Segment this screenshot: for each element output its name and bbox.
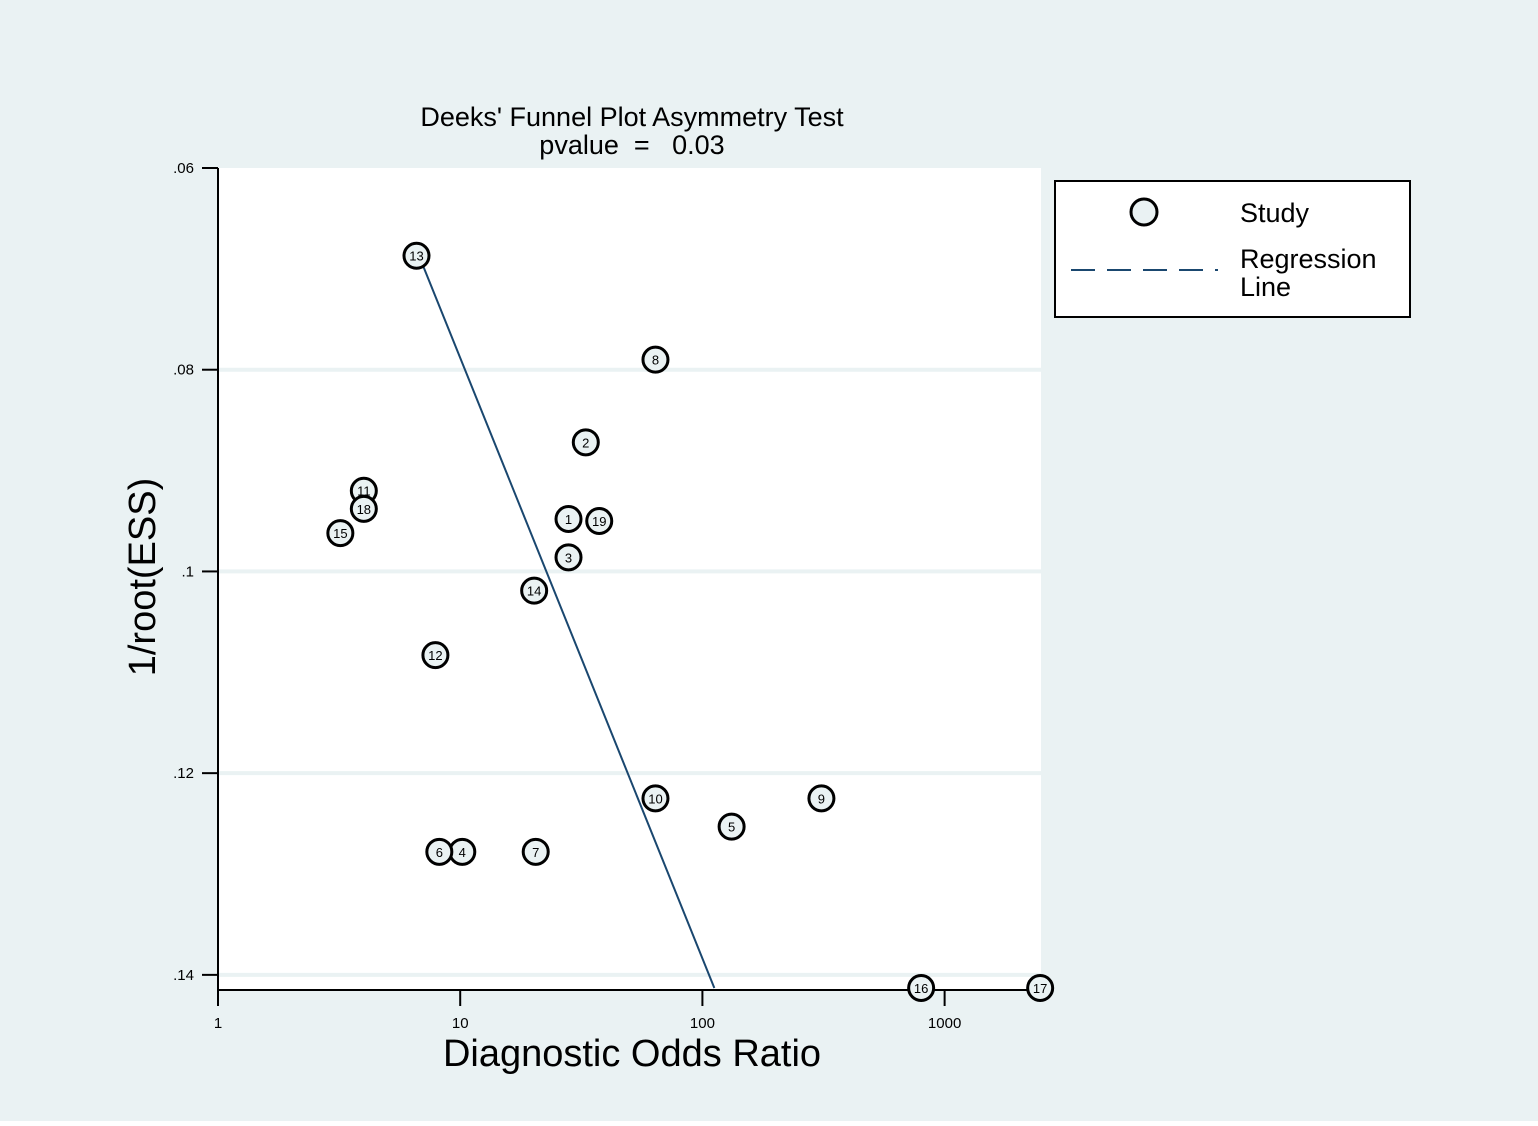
study-marker	[520, 576, 549, 605]
study-point: 2	[571, 428, 600, 457]
study-label: 10	[648, 791, 662, 806]
x-tick-label: 100	[690, 1015, 715, 1032]
study-label: 1	[565, 512, 572, 527]
study-label: 16	[914, 981, 928, 996]
x-axis-title: Diagnostic Odds Ratio	[443, 1033, 821, 1075]
plot-area	[218, 168, 1041, 990]
regression-line-layer	[421, 264, 716, 989]
study-point: 5	[717, 812, 746, 841]
study-point: 16	[907, 973, 936, 1002]
study-label: 15	[333, 526, 347, 541]
regression-line	[421, 264, 716, 989]
study-marker	[1026, 973, 1055, 1002]
study-label: 2	[582, 435, 589, 450]
study-label: 17	[1033, 981, 1047, 996]
y-tick-label: .14	[173, 967, 194, 984]
legend-study-label: Study	[1240, 198, 1310, 228]
study-point: 10	[641, 784, 670, 813]
study-label: 6	[436, 845, 443, 860]
study-label: 9	[818, 791, 825, 806]
study-point: 12	[421, 641, 450, 670]
study-marker	[402, 241, 431, 270]
study-label: 7	[532, 845, 539, 860]
study-label: 18	[357, 502, 371, 517]
x-tick-label: 10	[452, 1015, 469, 1032]
study-label: 5	[728, 820, 735, 835]
y-tick-label: .08	[173, 362, 194, 379]
x-tick-label: 1000	[928, 1015, 961, 1032]
study-marker	[907, 973, 936, 1002]
study-marker	[521, 837, 550, 866]
study-point: 14	[520, 576, 549, 605]
study-marker	[641, 784, 670, 813]
study-point: 4	[448, 837, 477, 866]
legend-study-marker	[1129, 197, 1159, 227]
study-label: 13	[409, 249, 423, 264]
legend-regression-label: Regression	[1240, 244, 1377, 274]
study-label: 12	[428, 648, 442, 663]
legend-box	[1054, 180, 1411, 318]
chart-title: Deeks' Funnel Plot Asymmetry Test	[420, 102, 844, 132]
study-marker	[571, 428, 600, 457]
study-marker	[349, 494, 378, 523]
legend: Study Regression Line	[1054, 180, 1411, 318]
study-marker	[807, 784, 836, 813]
y-axis-title: 1/root(ESS)	[122, 478, 164, 677]
study-point: 1	[554, 504, 583, 533]
study-label: 4	[459, 845, 466, 860]
study-point: 3	[554, 543, 583, 572]
study-point: 9	[807, 784, 836, 813]
study-marker	[421, 641, 450, 670]
axes: .06 .08 .1 .12 .14 1 10 100 1000	[173, 160, 1041, 1032]
study-point: 7	[521, 837, 550, 866]
study-point: 13	[402, 241, 431, 270]
study-marker	[641, 345, 670, 374]
study-point: 17	[1026, 973, 1055, 1002]
y-tick-label: .12	[173, 765, 194, 782]
study-marker	[554, 504, 583, 533]
gridlines	[218, 367, 1041, 977]
study-label: 19	[592, 514, 606, 529]
study-marker	[717, 812, 746, 841]
study-label: 14	[527, 584, 541, 599]
y-tick-label: .1	[181, 563, 194, 580]
legend-regression-label-line2: Line	[1240, 272, 1291, 302]
study-point: 15	[326, 519, 355, 548]
study-marker	[554, 543, 583, 572]
y-tick-label: .06	[173, 160, 194, 177]
study-point: 19	[585, 507, 614, 536]
chart-subtitle: pvalue = 0.03	[539, 130, 724, 160]
study-point: 18	[349, 494, 378, 523]
study-label: 8	[652, 353, 659, 368]
study-marker	[585, 507, 614, 536]
study-marker	[425, 837, 454, 866]
study-label: 11	[357, 484, 371, 499]
study-marker	[326, 519, 355, 548]
study-point: 6	[425, 837, 454, 866]
x-tick-label: 1	[214, 1015, 222, 1032]
study-point: 8	[641, 345, 670, 374]
study-label: 3	[565, 550, 572, 565]
